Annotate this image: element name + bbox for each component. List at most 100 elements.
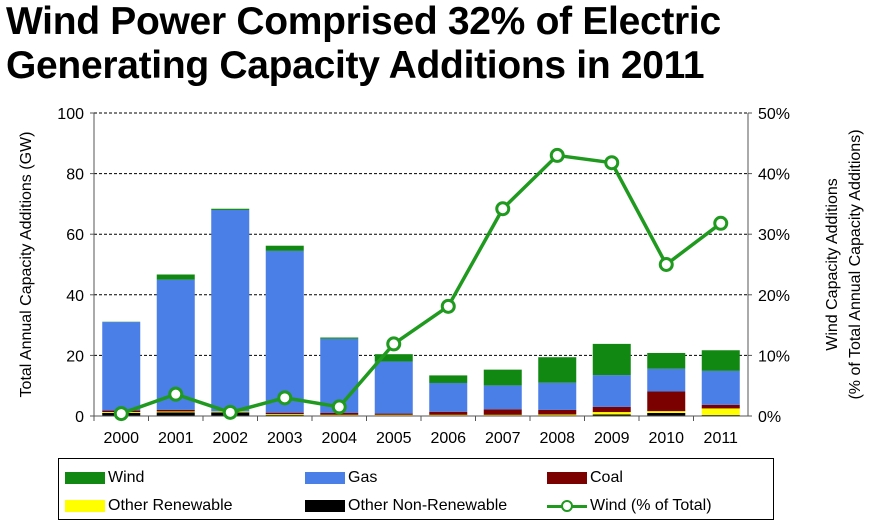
legend-label-gas: Gas: [348, 469, 378, 486]
wind-pct-point-2010: [658, 257, 674, 272]
x-tick-label: 2000: [103, 430, 139, 447]
bar-coal-2007: [483, 409, 522, 415]
legend-swatch-wind: [65, 472, 105, 484]
y-tick-label: 60: [66, 227, 84, 244]
bar-wind-2001: [156, 274, 195, 280]
bar-wind-2008: [538, 357, 577, 383]
y2-tick-label: 30%: [758, 227, 790, 244]
y2-tick-label: 40%: [758, 167, 790, 184]
legend-item-gas: Gas: [305, 467, 377, 489]
bar-other-renewable-2010: [647, 411, 686, 413]
bar-coal-2008: [538, 409, 577, 415]
bar-other-renewable-2008: [538, 414, 577, 416]
bar-gas-2010: [647, 368, 686, 392]
x-tick-label: 2004: [321, 430, 357, 447]
bar-wind-2005: [374, 354, 413, 362]
bar-coal-2010: [647, 391, 686, 412]
bar-other-renewable-2004: [320, 414, 359, 416]
legend-item-other-non-renewable: Other Non-Renewable: [305, 495, 507, 517]
bar-wind-2003: [265, 245, 304, 251]
x-tick-label: 2006: [430, 430, 466, 447]
title-line-1: Wind Power Comprised 32% of Electric: [6, 0, 721, 43]
bar-coal-2001: [156, 409, 195, 412]
wind-pct-point-2006: [440, 298, 456, 314]
bar-other-renewable-2006: [429, 414, 468, 416]
y-tick-label: 0: [75, 409, 84, 426]
wind-pct-point-2003: [277, 390, 293, 406]
x-tick-label: 2009: [594, 430, 630, 447]
y-tick-label: 20: [66, 348, 84, 365]
x-tick-label: 2008: [539, 430, 575, 447]
bar-gas-2008: [538, 382, 577, 410]
x-tick-label: 2011: [704, 430, 739, 447]
bar-gas-2011: [701, 370, 740, 405]
wind-pct-point-2000: [113, 406, 129, 422]
bar-other-renewable-2009: [592, 412, 631, 415]
bar-wind-2011: [701, 350, 740, 371]
bar-other-renewable-2007: [483, 414, 522, 416]
legend-item-wind-pct: Wind (% of Total): [547, 495, 712, 517]
bar-gas-2006: [429, 382, 468, 412]
x-tick-label: 2010: [648, 430, 684, 447]
bar-wind-2007: [483, 369, 522, 386]
bar-other-non-renewable-2009: [592, 414, 631, 416]
bar-coal-2005: [374, 413, 413, 415]
legend-item-wind: Wind: [65, 467, 144, 489]
x-tick-label: 2002: [212, 430, 248, 447]
bar-coal-2011: [701, 404, 740, 409]
legend-swatch-other-renewable: [65, 500, 105, 512]
bar-wind-2010: [647, 352, 686, 369]
legend-label-wind: Wind: [108, 469, 145, 486]
legend-label-other-non-renewable: Other Non-Renewable: [348, 497, 508, 514]
bar-other-renewable-2011: [701, 408, 740, 416]
wind-pct-point-2004: [331, 399, 347, 415]
legend-swatch-wind-pct: [547, 500, 587, 512]
y-tick-label: 40: [66, 288, 84, 305]
wind-pct-point-2011: [713, 215, 729, 231]
y-tick-label: 80: [66, 167, 84, 184]
wind-pct-point-2009: [604, 155, 620, 171]
wind-pct-point-2002: [222, 404, 238, 420]
bar-other-non-renewable-2001: [156, 412, 195, 416]
wind-pct-point-2001: [168, 386, 184, 402]
legend-item-other-renewable: Other Renewable: [65, 495, 233, 517]
x-tick-label: 2007: [485, 430, 521, 447]
wind-pct-point-2007: [495, 201, 511, 217]
legend-swatch-coal: [547, 472, 587, 484]
chart-legend: Wind Gas Coal Other Renewable Other Non-…: [58, 458, 774, 520]
y2-tick-label: 20%: [758, 288, 790, 305]
legend-item-coal: Coal: [547, 467, 623, 489]
bar-wind-2002: [211, 208, 250, 210]
bar-wind-2004: [320, 337, 359, 339]
bar-other-renewable-2005: [374, 414, 413, 416]
bar-gas-2002: [211, 209, 250, 412]
y2-tick-label: 50%: [758, 106, 790, 123]
wind-pct-point-2008: [549, 147, 565, 163]
legend-swatch-other-non-renewable: [305, 500, 345, 512]
legend-label-coal: Coal: [590, 469, 623, 486]
y2-tick-label: 0%: [758, 409, 781, 426]
bar-gas-2005: [374, 361, 413, 414]
bar-other-renewable-2003: [265, 414, 304, 416]
bar-gas-2000: [102, 322, 141, 411]
legend-label-wind-pct: Wind (% of Total): [590, 497, 712, 514]
bar-wind-2006: [429, 375, 468, 383]
x-tick-label: 2001: [158, 430, 194, 447]
wind-pct-line: [120, 153, 722, 416]
legend-label-other-renewable: Other Renewable: [108, 497, 233, 514]
wind-pct-point-2005: [386, 336, 402, 352]
y2-axis-label-line-2: (% of Total Annual Capacity Additions): [847, 129, 864, 399]
legend-swatch-gas: [305, 472, 345, 484]
bar-other-renewable-2001: [156, 411, 195, 413]
y-axis-label: Total Annual Capacity Additions (GW): [18, 132, 35, 398]
chart-title: Wind Power Comprised 32% of Electric Gen…: [6, 0, 721, 88]
x-tick-label: 2005: [376, 430, 412, 447]
y2-axis-label-line-1: Wind Capacity Additions: [824, 178, 841, 351]
capacity-additions-chart: 0 20 40 60 80 100 0% 10% 20% 30% 40% 50% 2000 2001 200…: [18, 106, 864, 447]
bar-coal-2003: [265, 412, 304, 415]
bar-gas-2003: [265, 250, 304, 413]
bar-other-non-renewable-2010: [647, 412, 686, 416]
bar-coal-2006: [429, 411, 468, 415]
y-tick-label: 100: [57, 106, 84, 123]
bar-gas-2009: [592, 375, 631, 407]
